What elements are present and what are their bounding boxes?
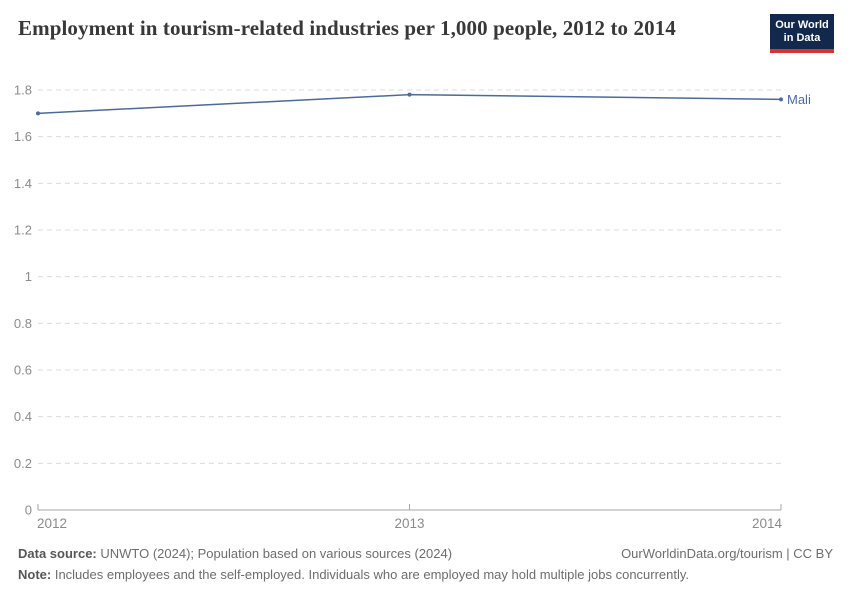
- x-tick-label: 2012: [37, 516, 67, 531]
- y-tick-label: 0.6: [14, 363, 32, 378]
- note-label: Note:: [18, 567, 52, 582]
- data-source-text: UNWTO (2024); Population based on variou…: [96, 546, 453, 561]
- owid-logo-line2: in Data: [783, 32, 821, 44]
- y-tick-label: 0.4: [14, 409, 32, 424]
- data-source-line: Data source: UNWTO (2024); Population ba…: [18, 546, 452, 562]
- y-tick-label: 0.8: [14, 316, 32, 331]
- data-source-label: Data source:: [18, 546, 97, 561]
- owid-logo[interactable]: Our World in Data: [770, 14, 834, 53]
- y-tick-label: 1.4: [14, 176, 32, 191]
- note-text: Includes employees and the self-employed…: [51, 567, 690, 582]
- owid-logo-line1: Our World: [775, 19, 829, 31]
- chart-footer: Data source: UNWTO (2024); Population ba…: [18, 546, 833, 583]
- data-point[interactable]: [36, 111, 40, 116]
- y-tick-label: 0: [25, 503, 32, 518]
- y-tick-label: 1.2: [14, 223, 32, 238]
- note-line: Note: Includes employees and the self-em…: [18, 567, 833, 583]
- x-tick-label: 2013: [394, 516, 424, 531]
- data-point[interactable]: [779, 97, 783, 102]
- y-tick-label: 1.6: [14, 129, 32, 144]
- credit-link[interactable]: OurWorldinData.org/tourism | CC BY: [621, 546, 833, 561]
- y-tick-label: 0.2: [14, 456, 32, 471]
- x-tick-label: 2014: [752, 516, 783, 531]
- data-point[interactable]: [407, 92, 412, 97]
- series-end-label[interactable]: Mali: [787, 92, 811, 107]
- y-tick-label: 1.8: [14, 83, 32, 98]
- series-line: [37, 93, 782, 115]
- y-tick-label: 1: [25, 269, 32, 284]
- page-title: Employment in tourism-related industries…: [18, 16, 676, 40]
